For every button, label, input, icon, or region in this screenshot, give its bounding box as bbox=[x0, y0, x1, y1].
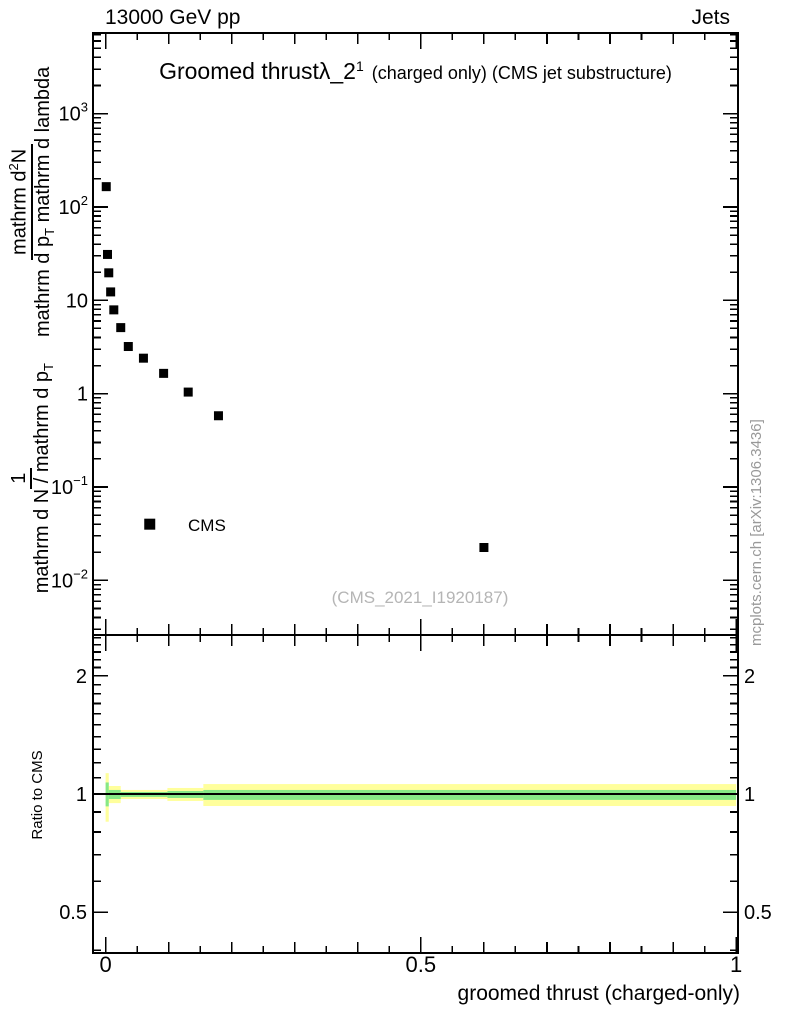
y-axis-title-prefactor: 1 mathrm d N / mathrm d pT bbox=[8, 360, 56, 596]
plot-title: Groomed thrustλ_21 (charged only) (CMS je… bbox=[93, 58, 738, 85]
data-point bbox=[101, 182, 111, 192]
y-tick-label: 103 bbox=[59, 100, 88, 126]
y-tick-label: 1 bbox=[77, 384, 88, 406]
plot-title-main: Groomed thrust bbox=[159, 58, 319, 84]
data-point bbox=[213, 411, 223, 421]
y-tick-label: 10−1 bbox=[51, 473, 88, 499]
ratio-y-tick-label-right: 0.5 bbox=[744, 902, 772, 924]
x-tick-label: 1 bbox=[730, 952, 742, 977]
main-frame bbox=[92, 32, 739, 636]
ratio-y-tick-label: 2 bbox=[76, 666, 87, 688]
data-point bbox=[183, 387, 193, 397]
legend-label: CMS bbox=[188, 516, 226, 535]
x-axis-title: groomed thrust (charged-only) bbox=[457, 982, 740, 1005]
plot-title-lambda: λ_2 bbox=[318, 58, 356, 84]
plot-title-suffix: (charged only) (CMS jet substructure) bbox=[371, 63, 672, 83]
data-point bbox=[138, 353, 148, 363]
beam-energy-label: 13000 GeV pp bbox=[105, 6, 241, 29]
legend-marker bbox=[144, 518, 156, 530]
data-point bbox=[123, 342, 133, 352]
data-point bbox=[159, 368, 169, 378]
ratio-y-tick-label: 1 bbox=[76, 784, 87, 806]
data-point bbox=[116, 323, 126, 333]
credit-text: mcplots.cern.ch [arXiv:1306.3436] bbox=[748, 419, 765, 646]
y-tick-label: 10 bbox=[66, 290, 88, 312]
prefactor-numerator: 1 bbox=[8, 467, 32, 489]
process-label: Jets bbox=[691, 6, 730, 29]
fraction-denominator: mathrm d pT mathrm d lambda bbox=[32, 66, 57, 338]
ratio-y-axis-title: Ratio to CMS bbox=[29, 750, 46, 840]
ratio-y-tick-label-right: 2 bbox=[744, 666, 755, 688]
ratio-y-tick-label-right: 1 bbox=[744, 784, 755, 806]
ratio-y-tick-label: 0.5 bbox=[59, 902, 87, 924]
plot-title-superscript: 1 bbox=[355, 58, 364, 74]
watermark: (CMS_2021_I1920187) bbox=[331, 588, 509, 607]
data-point bbox=[479, 543, 489, 553]
data-point bbox=[106, 287, 116, 297]
y-axis-title-fraction: mathrm d2N mathrm d pT mathrm d lambda bbox=[6, 64, 57, 340]
y-tick-label: 102 bbox=[59, 193, 88, 219]
y-tick-label: 10−2 bbox=[51, 566, 88, 592]
y-axis-title: 1 mathrm d N / mathrm d pT mathrm d2N ma… bbox=[2, 20, 62, 640]
fraction-numerator: mathrm d2N bbox=[6, 143, 33, 260]
x-tick-label: 0 bbox=[99, 952, 111, 977]
data-point bbox=[109, 305, 119, 315]
x-tick-label: 0.5 bbox=[406, 952, 437, 977]
data-point bbox=[103, 249, 113, 259]
prefactor-denominator: mathrm d N / mathrm d pT bbox=[30, 363, 56, 594]
data-point bbox=[104, 268, 114, 278]
